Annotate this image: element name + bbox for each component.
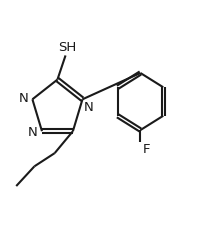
Text: N: N	[19, 92, 28, 105]
Text: N: N	[28, 126, 38, 139]
Text: N: N	[83, 101, 93, 115]
Text: F: F	[143, 143, 150, 156]
Text: SH: SH	[58, 41, 77, 54]
